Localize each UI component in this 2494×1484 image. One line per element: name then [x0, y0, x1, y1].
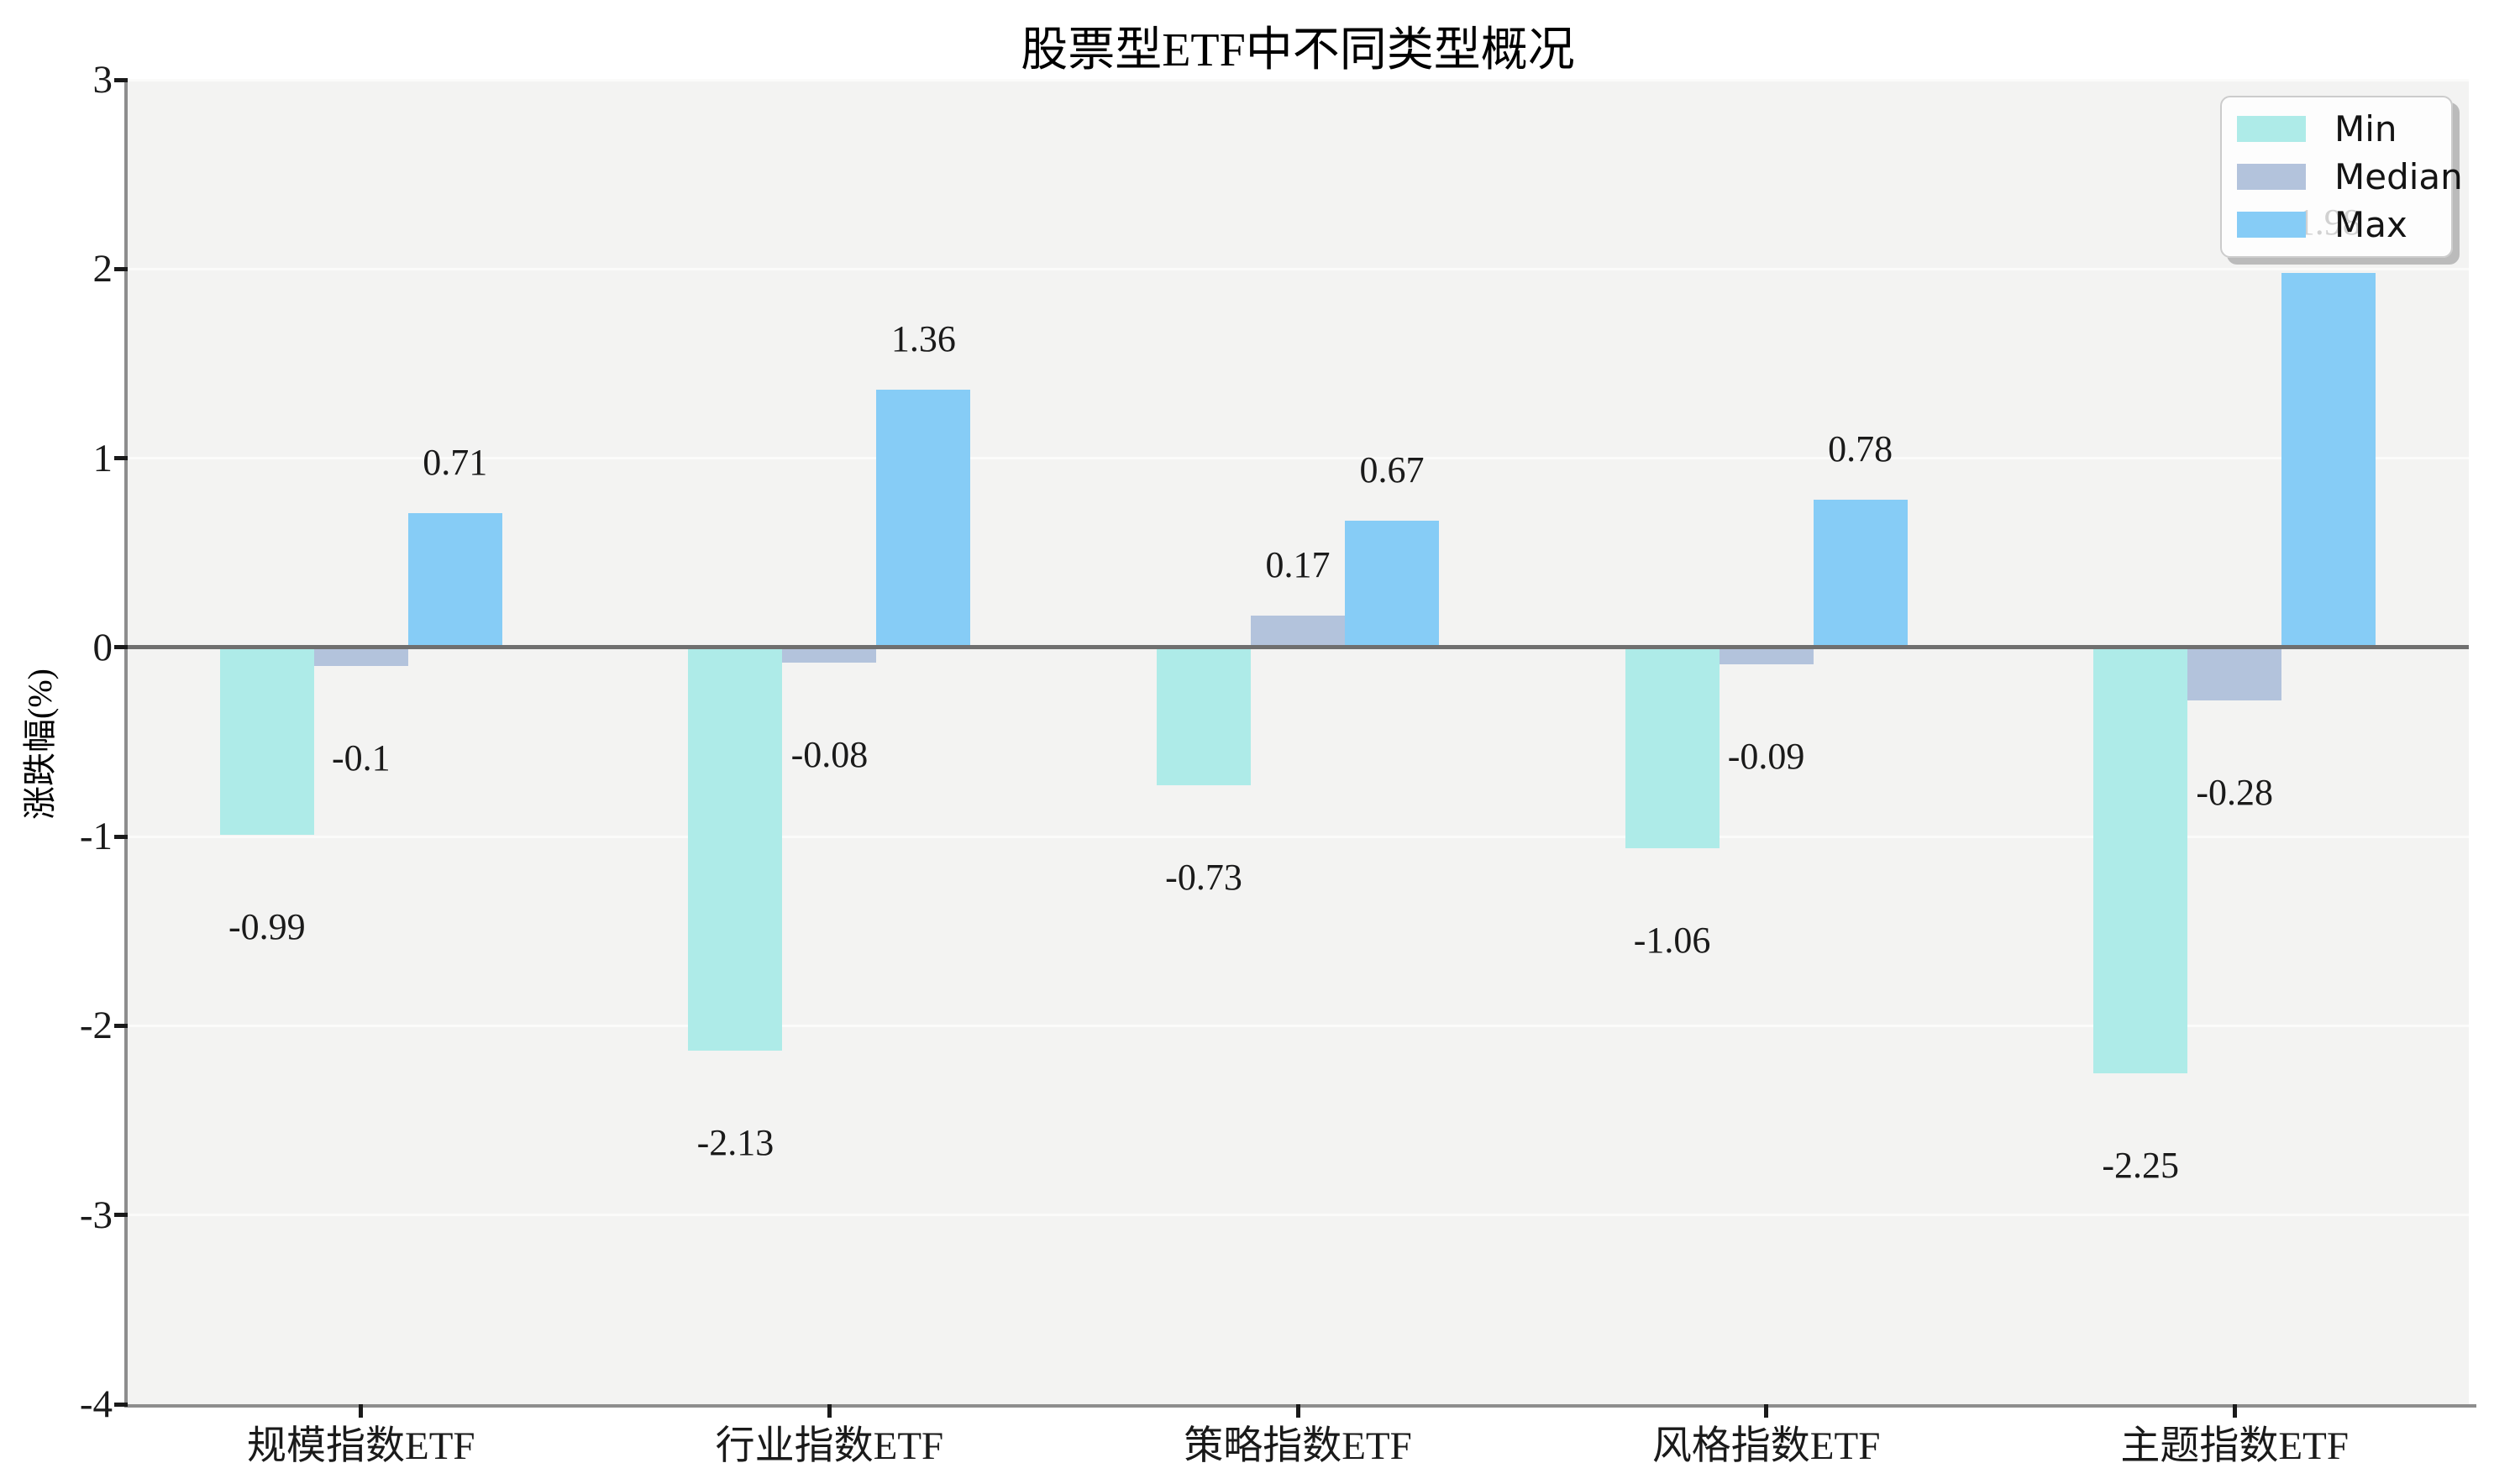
bar-max	[2281, 272, 2376, 648]
gridline	[127, 78, 2469, 81]
value-label: 0.71	[423, 441, 488, 483]
y-axis-spine	[124, 80, 128, 1408]
y-tick-label: 2	[92, 247, 113, 291]
y-tick-label: -3	[79, 1193, 113, 1237]
legend-swatch-icon	[2237, 116, 2306, 142]
bar-min	[1625, 647, 1720, 848]
value-label: -1.06	[1633, 919, 1711, 961]
y-tick-label: -2	[79, 1004, 113, 1048]
gridline	[127, 1214, 2469, 1217]
gridline	[127, 457, 2469, 460]
chart-title: 股票型ETF中不同类型概况	[1021, 24, 1575, 76]
gridline	[127, 835, 2469, 838]
bar-median	[1719, 647, 1814, 665]
value-label: -2.13	[696, 1121, 774, 1163]
bar-max	[876, 390, 971, 648]
legend-label: Max	[2334, 204, 2407, 245]
value-label: -0.09	[1727, 736, 1805, 778]
legend-label: Min	[2334, 108, 2397, 149]
value-label: -0.1	[331, 737, 391, 779]
x-tick-mark	[827, 1404, 832, 1418]
y-tick-label: -4	[79, 1382, 113, 1426]
x-tick-label: 风格指数ETF	[1651, 1424, 1881, 1468]
bar-median	[2187, 647, 2282, 700]
plot-area: -0.99 -0.1 0.71 -2.13 -0.08 1.36 -0.73 0.17 0.67…	[127, 78, 2469, 1404]
legend-entry-min: Min	[2237, 107, 2436, 150]
y-tick-mark	[114, 456, 128, 461]
bar-min	[2093, 647, 2188, 1073]
bar-median	[313, 647, 408, 667]
zero-line	[127, 645, 2469, 650]
bar-min	[219, 647, 314, 835]
bar-median	[782, 647, 877, 663]
value-label: 0.78	[1828, 428, 1893, 470]
legend-entry-median: Median	[2237, 155, 2463, 198]
bar-min	[688, 647, 783, 1051]
value-label: -0.99	[228, 905, 306, 947]
value-label: 0.67	[1359, 448, 1425, 490]
bar-median	[1251, 615, 1345, 648]
value-label: 1.36	[890, 318, 956, 360]
y-tick-label: 0	[92, 625, 113, 669]
value-label: -2.25	[2102, 1144, 2180, 1186]
y-axis-label: 涨跌幅(%)	[21, 669, 59, 820]
value-label: -0.73	[1165, 857, 1242, 899]
legend: Min Median Max	[2220, 96, 2463, 258]
y-tick-mark	[114, 1213, 128, 1218]
gridline	[127, 267, 2469, 270]
x-tick-label: 策略指数ETF	[1184, 1424, 1412, 1468]
bar-min	[1157, 647, 1251, 786]
y-tick-mark	[114, 834, 128, 839]
y-tick-mark	[114, 77, 128, 82]
x-tick-label: 行业指数ETF	[715, 1424, 944, 1468]
x-axis-spine	[124, 1404, 2476, 1408]
x-tick-label: 规模指数ETF	[247, 1424, 475, 1468]
legend-swatch-icon	[2237, 164, 2306, 190]
legend-entry-max: Max	[2237, 203, 2436, 246]
legend-swatch-icon	[2237, 212, 2306, 238]
gridline	[127, 1024, 2469, 1027]
y-tick-label: -1	[79, 815, 113, 859]
bar-max	[1345, 520, 1439, 648]
y-tick-mark	[114, 1023, 128, 1028]
y-tick-mark	[114, 266, 128, 271]
x-tick-label: 主题指数ETF	[2120, 1424, 2349, 1468]
bar-max	[1813, 500, 1908, 648]
y-tick-mark	[114, 645, 128, 650]
x-tick-mark	[359, 1404, 364, 1418]
y-tick-label: 1	[92, 436, 113, 480]
value-label: 0.17	[1265, 543, 1331, 585]
bar-max	[407, 512, 502, 648]
y-tick-label: 3	[92, 58, 113, 102]
value-label: -0.28	[2196, 771, 2274, 813]
value-label: -0.08	[790, 733, 869, 775]
x-tick-mark	[1295, 1404, 1300, 1418]
y-tick-mark	[114, 1402, 128, 1407]
x-tick-mark	[1764, 1404, 1769, 1418]
legend-label: Median	[2334, 156, 2463, 197]
x-tick-mark	[2232, 1404, 2237, 1418]
